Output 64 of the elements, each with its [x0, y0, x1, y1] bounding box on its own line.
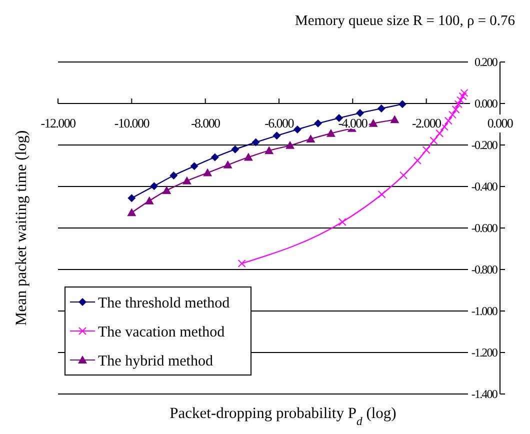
y-tick-label: -1.400 [471, 387, 498, 402]
point [190, 162, 198, 170]
point [356, 109, 364, 118]
point [238, 259, 246, 268]
point [150, 182, 158, 190]
legend-label: The hybrid method [98, 353, 214, 370]
x-tick-label: -10.000 [114, 116, 150, 130]
point [286, 140, 295, 149]
point [144, 196, 154, 204]
point [162, 186, 172, 194]
y-tick-label: -0.800 [471, 262, 498, 277]
point [456, 96, 465, 104]
point [293, 125, 302, 134]
y-tick-label: -0.400 [471, 180, 498, 194]
point [422, 146, 430, 154]
point [448, 110, 456, 119]
point [454, 100, 462, 108]
point [377, 104, 386, 112]
point [223, 160, 232, 168]
x-tick-label: -2.000 [412, 116, 442, 130]
point [128, 194, 136, 202]
x-tick-label: -6.000 [264, 116, 294, 130]
y-tick-label: -0.600 [471, 221, 498, 236]
x-tick-label: -8.000 [190, 116, 220, 130]
point [390, 115, 400, 124]
legend-label: The vacation method [98, 324, 226, 340]
point [182, 176, 192, 184]
point [272, 132, 281, 140]
point [460, 88, 468, 97]
y-axis-title: Mean packet waiting time (log) [13, 130, 30, 326]
point [436, 129, 444, 138]
point [127, 208, 136, 216]
chart-title: Memory queue size R = 100, ρ = 0.76 [294, 13, 516, 29]
point [264, 146, 274, 154]
y-tick-label: 0.200 [474, 55, 498, 70]
point [326, 128, 336, 137]
y-tick-label: 0.000 [474, 96, 498, 111]
legend-label: The threshold method [98, 295, 230, 312]
y-tick-label: -1.200 [471, 346, 498, 360]
point [244, 152, 253, 161]
point [440, 122, 448, 131]
point [444, 116, 452, 125]
point [203, 168, 212, 176]
point [413, 156, 422, 165]
point [231, 145, 240, 154]
point [306, 134, 316, 142]
x-tick-label: 0.000 [487, 116, 513, 130]
point [170, 172, 178, 180]
point [314, 119, 322, 128]
x-tick-label: -12.000 [40, 116, 76, 130]
point [430, 136, 438, 145]
x-axis-title: Packet-dropping probability P$_{d}$ (log) [170, 405, 396, 428]
point [368, 118, 378, 127]
point [398, 100, 406, 108]
x-tick-label: -4.000 [338, 116, 368, 130]
y-tick-label: -1.000 [471, 304, 498, 318]
y-tick-label: -0.200 [471, 138, 498, 152]
point [452, 106, 460, 114]
point [338, 218, 346, 226]
point [399, 171, 408, 180]
point [378, 190, 386, 198]
point [458, 92, 467, 100]
point [210, 153, 219, 162]
point [252, 138, 260, 146]
